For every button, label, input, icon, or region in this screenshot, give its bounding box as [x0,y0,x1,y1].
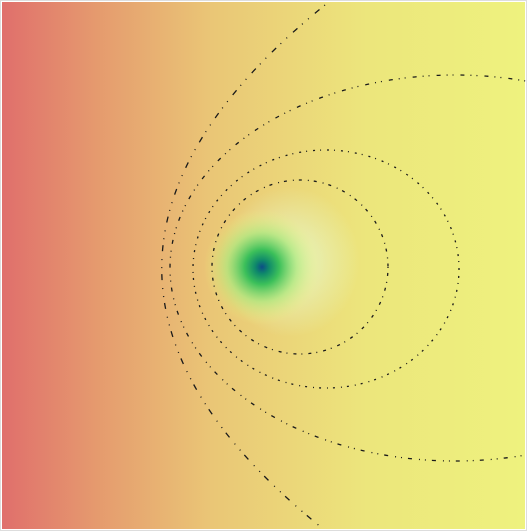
contour [192,149,460,389]
source-blob [204,209,320,325]
contour [161,4,326,529]
contour [211,179,389,355]
